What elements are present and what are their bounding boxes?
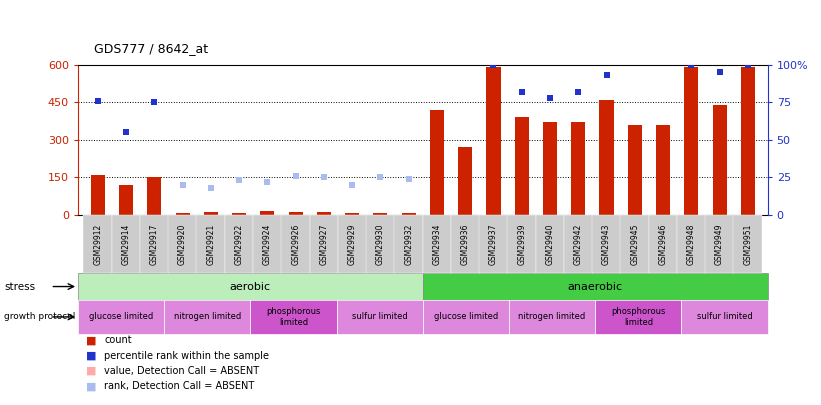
Text: GSM29936: GSM29936 (461, 223, 470, 265)
Bar (345, 213, 360, 215)
Bar (486, 67, 501, 215)
Bar (713, 105, 727, 215)
Bar (430, 110, 444, 215)
Bar (595, 300, 681, 334)
Text: aerobic: aerobic (230, 281, 271, 292)
Text: GSM29949: GSM29949 (715, 223, 724, 265)
Text: GSM29921: GSM29921 (206, 224, 215, 264)
Text: ■: ■ (86, 335, 97, 345)
Bar (509, 300, 595, 334)
Bar (628, 125, 642, 215)
Text: rank, Detection Call = ABSENT: rank, Detection Call = ABSENT (104, 382, 255, 391)
Bar (288, 212, 303, 215)
Text: GSM29924: GSM29924 (263, 223, 272, 265)
Bar (260, 211, 274, 215)
Text: GSM29945: GSM29945 (631, 223, 640, 265)
Text: GSM29946: GSM29946 (658, 223, 667, 265)
Bar (250, 300, 337, 334)
Bar (656, 125, 670, 215)
Bar (232, 213, 246, 215)
Text: GSM29930: GSM29930 (376, 223, 385, 265)
Bar (78, 300, 164, 334)
Bar (90, 175, 105, 215)
Text: phosphorous
limited: phosphorous limited (266, 307, 321, 326)
Text: count: count (104, 335, 132, 345)
Text: GSM29920: GSM29920 (178, 223, 187, 265)
Text: ■: ■ (86, 351, 97, 360)
Text: GSM29940: GSM29940 (545, 223, 554, 265)
Text: value, Detection Call = ABSENT: value, Detection Call = ABSENT (104, 366, 259, 376)
Text: GSM29926: GSM29926 (291, 223, 300, 265)
Bar (176, 213, 190, 215)
Text: GSM29942: GSM29942 (574, 223, 583, 265)
Bar (543, 122, 557, 215)
Text: GSM29937: GSM29937 (489, 223, 498, 265)
Text: sulfur limited: sulfur limited (352, 312, 407, 322)
Bar (401, 213, 415, 215)
Text: GSM29951: GSM29951 (743, 223, 752, 265)
Text: GSM29912: GSM29912 (94, 224, 103, 264)
Text: sulfur limited: sulfur limited (697, 312, 752, 322)
Text: GSM29914: GSM29914 (122, 223, 131, 265)
Text: nitrogen limited: nitrogen limited (519, 312, 585, 322)
Bar (204, 212, 218, 215)
Text: ■: ■ (86, 366, 97, 376)
Bar (684, 67, 699, 215)
Bar (374, 213, 388, 215)
Bar (119, 185, 133, 215)
Text: ■: ■ (86, 382, 97, 391)
Bar (515, 117, 529, 215)
Text: percentile rank within the sample: percentile rank within the sample (104, 351, 269, 360)
Bar (317, 212, 331, 215)
Text: phosphorous
limited: phosphorous limited (611, 307, 666, 326)
Text: GSM29932: GSM29932 (404, 223, 413, 265)
Text: GSM29922: GSM29922 (235, 224, 244, 264)
Text: GSM29943: GSM29943 (602, 223, 611, 265)
Text: GSM29939: GSM29939 (517, 223, 526, 265)
Bar (571, 122, 585, 215)
Text: glucose limited: glucose limited (433, 312, 498, 322)
Bar (458, 147, 472, 215)
Text: nitrogen limited: nitrogen limited (174, 312, 241, 322)
Bar (78, 273, 423, 300)
Bar (681, 300, 768, 334)
Bar (599, 100, 613, 215)
Text: GSM29927: GSM29927 (319, 223, 328, 265)
Text: anaerobic: anaerobic (567, 281, 623, 292)
Text: GSM29917: GSM29917 (149, 223, 158, 265)
Bar (741, 67, 755, 215)
Bar (337, 300, 423, 334)
Bar (147, 177, 162, 215)
Text: GSM29934: GSM29934 (433, 223, 442, 265)
Text: GSM29929: GSM29929 (347, 223, 356, 265)
Text: GSM29948: GSM29948 (687, 223, 696, 265)
Bar (164, 300, 250, 334)
Text: glucose limited: glucose limited (89, 312, 154, 322)
Text: GDS777 / 8642_at: GDS777 / 8642_at (94, 42, 209, 55)
Text: stress: stress (4, 281, 35, 292)
Text: growth protocol: growth protocol (4, 312, 76, 322)
Bar (423, 273, 768, 300)
Bar (423, 300, 509, 334)
